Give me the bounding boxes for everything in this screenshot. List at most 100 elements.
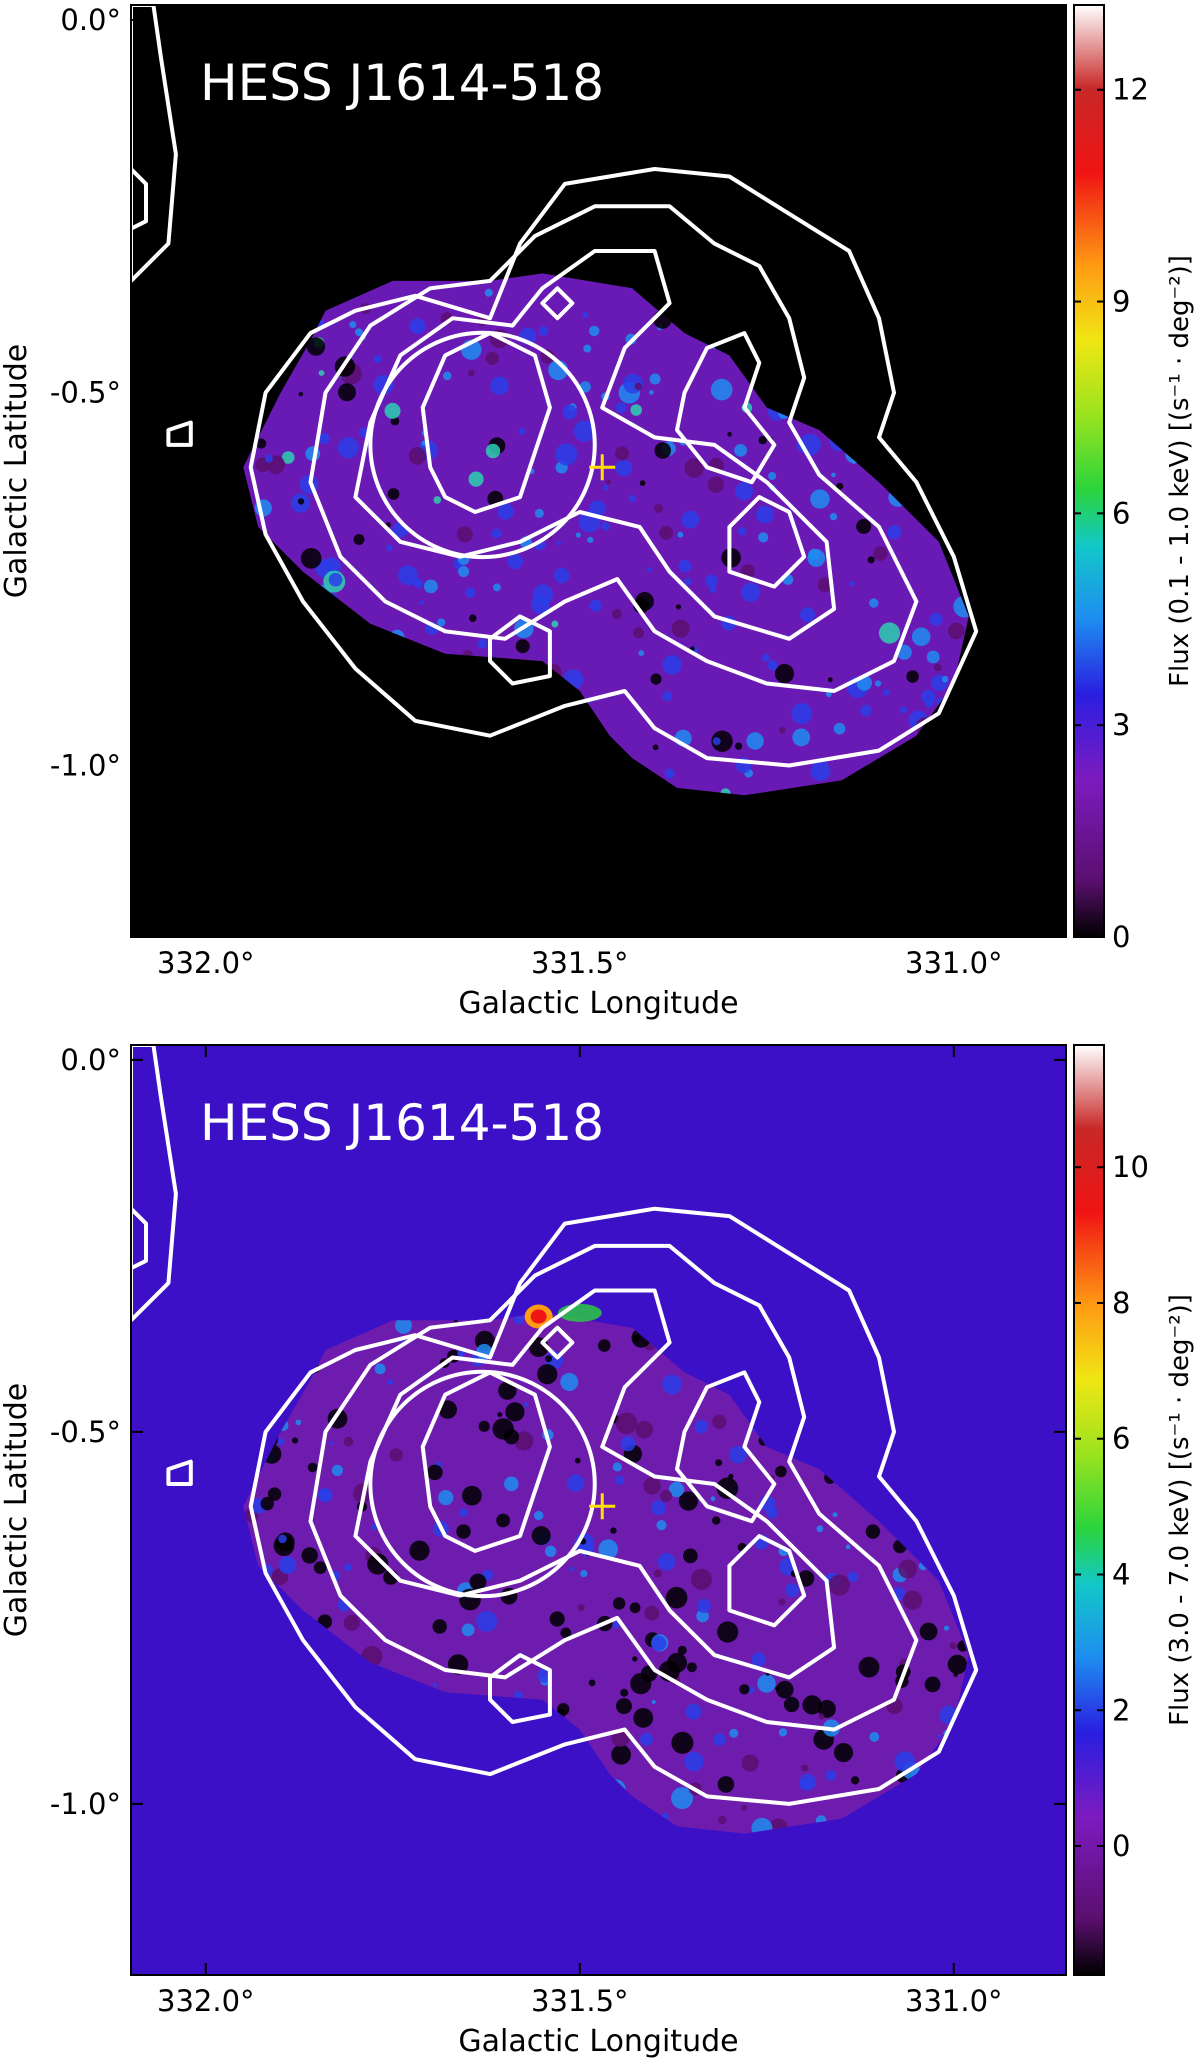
flux-speckle bbox=[301, 1547, 318, 1564]
flux-speckle bbox=[684, 578, 692, 586]
flux-speckle bbox=[924, 1676, 941, 1693]
flux-speckle bbox=[589, 325, 600, 337]
flux-speckle bbox=[873, 546, 888, 561]
flux-speckle bbox=[758, 436, 767, 445]
flux-speckle bbox=[620, 1688, 629, 1697]
flux-speckle bbox=[615, 459, 633, 477]
x-tick-label: 331.0° bbox=[905, 946, 1003, 980]
panel-title: HESS J1614-518 bbox=[200, 54, 604, 112]
flux-speckle bbox=[601, 522, 610, 531]
flux-speckle bbox=[458, 1508, 468, 1518]
flux-speckle bbox=[778, 1728, 788, 1737]
y-axis-label: Galactic Latitude bbox=[0, 1383, 34, 1637]
flux-speckle bbox=[587, 536, 594, 544]
flux-speckle bbox=[735, 482, 754, 501]
flux-speckle bbox=[485, 351, 499, 365]
flux-speckle bbox=[493, 583, 501, 592]
flux-speckle bbox=[389, 1448, 403, 1462]
flux-speckle bbox=[567, 1474, 585, 1492]
flux-speckle bbox=[929, 612, 943, 626]
plot-frame bbox=[130, 1044, 1067, 1976]
flux-speckle bbox=[836, 482, 844, 490]
flux-speckle bbox=[386, 544, 393, 552]
source-circle bbox=[368, 330, 597, 560]
flux-speckle bbox=[829, 512, 838, 521]
contour-line bbox=[488, 1653, 552, 1724]
contour-line bbox=[540, 286, 575, 321]
contour-line bbox=[353, 1288, 837, 1680]
contour-line bbox=[166, 1459, 193, 1486]
flux-speckle bbox=[717, 1621, 739, 1643]
flux-speckle bbox=[696, 1598, 712, 1614]
flux-speckle bbox=[514, 1431, 534, 1451]
flux-speckle bbox=[424, 579, 438, 594]
flux-speckle bbox=[713, 1733, 726, 1746]
flux-speckle bbox=[716, 1477, 739, 1499]
flux-speckle bbox=[554, 567, 570, 584]
flux-speckle bbox=[678, 1491, 699, 1511]
flux-speckle bbox=[545, 1545, 557, 1558]
contour-line bbox=[420, 1370, 552, 1553]
flux-speckle bbox=[456, 1524, 471, 1539]
flux-speckle bbox=[779, 727, 786, 734]
colorbar-tick-label: 8 bbox=[1112, 1286, 1130, 1320]
contour-line bbox=[420, 331, 552, 514]
flux-speckle bbox=[684, 1751, 704, 1772]
flux-speckle bbox=[534, 1510, 544, 1521]
flux-speckle bbox=[662, 691, 673, 702]
flux-speckle bbox=[810, 489, 830, 509]
flux-speckle bbox=[523, 1402, 529, 1407]
flux-speckle bbox=[668, 1481, 685, 1498]
flux-speckle bbox=[757, 1674, 776, 1693]
colorbar-tick-label: 2 bbox=[1112, 1693, 1130, 1727]
flux-speckle bbox=[367, 1553, 389, 1575]
flux-speckle bbox=[662, 1374, 682, 1395]
flux-speckle bbox=[640, 1732, 653, 1746]
flux-speckle bbox=[343, 1436, 354, 1447]
flux-speckle bbox=[633, 627, 645, 639]
x-tick-label: 331.0° bbox=[905, 1984, 1003, 2018]
flux-speckle bbox=[612, 1597, 626, 1610]
flux-speckle bbox=[497, 503, 514, 520]
flux-speckle bbox=[256, 438, 267, 449]
flux-speckle bbox=[374, 1363, 386, 1375]
x-tick-label: 331.5° bbox=[531, 1984, 629, 2018]
x-tick-label: 331.5° bbox=[531, 946, 629, 980]
colorbar-tick-label: 0 bbox=[1112, 1829, 1130, 1863]
flux-speckle bbox=[875, 680, 882, 687]
flux-speckle bbox=[746, 732, 764, 750]
flux-speckle bbox=[710, 1496, 716, 1502]
colorbar-tick-label: 12 bbox=[1112, 73, 1149, 107]
colorbar-label: Flux (0.1 - 1.0 keV) [(s⁻¹ · deg⁻²)] bbox=[1165, 255, 1195, 687]
flux-speckle bbox=[318, 1489, 330, 1501]
flux-speckle bbox=[818, 1713, 825, 1720]
flux-speckle bbox=[933, 663, 942, 672]
flux-speckle bbox=[490, 376, 509, 395]
flux-speckle bbox=[652, 744, 659, 751]
flux-speckle bbox=[291, 1437, 299, 1444]
flux-speckle bbox=[710, 378, 733, 401]
flux-speckle bbox=[337, 437, 359, 459]
flux-speckle bbox=[632, 1334, 640, 1342]
flux-speckle bbox=[758, 532, 769, 543]
flux-speckle bbox=[370, 1524, 378, 1531]
flux-speckle bbox=[328, 572, 343, 587]
flux-speckle bbox=[712, 737, 721, 746]
flux-speckle bbox=[649, 373, 661, 385]
flux-speckle bbox=[900, 706, 908, 714]
flux-speckle bbox=[751, 1652, 766, 1667]
flux-speckle bbox=[663, 531, 668, 536]
flux-speckle bbox=[657, 1553, 676, 1571]
flux-speckle bbox=[465, 587, 476, 598]
colorbar bbox=[1073, 1044, 1105, 1976]
contour-line bbox=[131, 167, 148, 231]
flux-speckle bbox=[696, 1609, 709, 1623]
flux-speckle bbox=[343, 1614, 360, 1631]
x-tick-label: 332.0° bbox=[157, 946, 255, 980]
flux-speckle bbox=[635, 592, 654, 611]
flux-speckle bbox=[766, 1506, 778, 1519]
flux-speckle bbox=[549, 1611, 565, 1627]
flux-speckle bbox=[507, 554, 523, 570]
flux-speckle bbox=[297, 498, 305, 505]
